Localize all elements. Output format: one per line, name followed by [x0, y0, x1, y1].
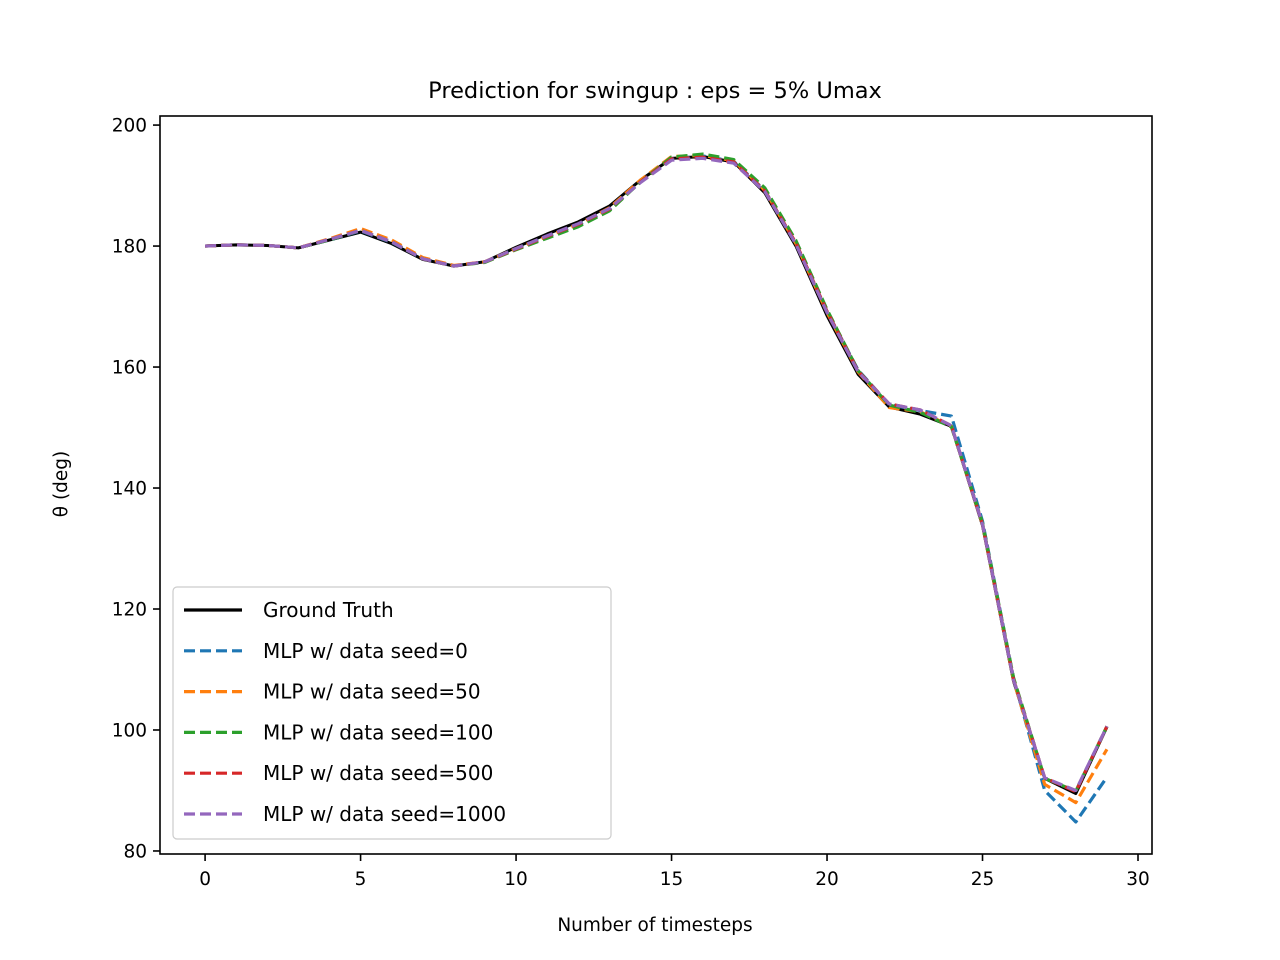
- legend-box: [172, 586, 612, 840]
- legend-label: MLP w/ data seed=1000: [263, 802, 506, 826]
- chart-title: Prediction for swingup : eps = 5% Umax: [428, 78, 882, 104]
- y-tick-label: 180: [112, 237, 147, 258]
- y-tick-label: 160: [112, 358, 147, 379]
- legend-label: MLP w/ data seed=500: [263, 761, 493, 785]
- x-tick-label: 25: [971, 869, 995, 890]
- x-tick-label: 30: [1126, 869, 1150, 890]
- y-axis: 80 100 120 140 160 180 200: [112, 116, 160, 862]
- x-tick-label: 10: [504, 869, 528, 890]
- legend: Ground Truth MLP w/ data seed=0 MLP w/ dat…: [172, 586, 612, 840]
- legend-label: MLP w/ data seed=50: [263, 680, 481, 704]
- y-tick-label: 80: [123, 841, 147, 862]
- legend-label: Ground Truth: [263, 598, 394, 622]
- x-tick-label: 0: [199, 869, 211, 890]
- x-axis-label: Number of timesteps: [557, 915, 752, 936]
- axes-frame: [159, 115, 1153, 855]
- series-line-mlp-seed-5: [205, 156, 1109, 793]
- plot-area: [205, 152, 1109, 824]
- y-axis-label: θ (deg): [51, 451, 72, 518]
- y-tick-label: 100: [112, 720, 147, 741]
- legend-label: MLP w/ data seed=0: [263, 639, 468, 663]
- x-tick-label: 15: [660, 869, 684, 890]
- y-tick-label: 140: [112, 479, 147, 500]
- x-tick-label: 5: [355, 869, 367, 890]
- y-tick-label: 120: [112, 600, 147, 621]
- x-tick-label: 20: [815, 869, 839, 890]
- x-axis: 0 5 10 15 20 25 30: [199, 854, 1150, 890]
- legend-label: MLP w/ data seed=100: [263, 720, 493, 744]
- y-tick-label: 200: [112, 116, 147, 137]
